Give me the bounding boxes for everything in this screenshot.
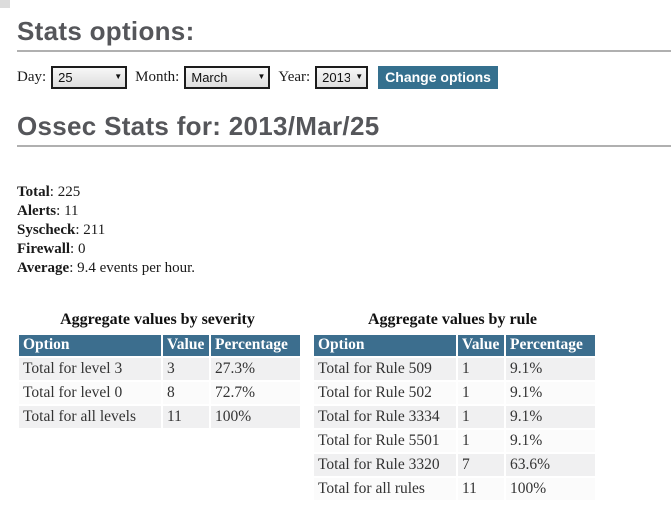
table-cell: 7 bbox=[458, 454, 504, 476]
table-cell: 100% bbox=[211, 406, 300, 428]
table-cell: 11 bbox=[163, 406, 209, 428]
stats-options-heading: Stats options: bbox=[17, 16, 195, 46]
severity-table-block: Aggregate values by severity Option Value… bbox=[17, 311, 300, 502]
day-select-wrap: 25 ▼ bbox=[51, 65, 128, 89]
table-row: Total for Rule 509 1 9.1% bbox=[314, 358, 595, 380]
aggregate-tables: Aggregate values by severity Option Value… bbox=[17, 311, 671, 502]
table-cell: 1 bbox=[458, 358, 504, 380]
summary-label: Total bbox=[17, 184, 50, 200]
severity-table-header-row: Option Value Percentage bbox=[19, 335, 300, 356]
day-label: Day: bbox=[17, 68, 47, 85]
column-header: Option bbox=[19, 335, 161, 356]
table-cell: 9.1% bbox=[506, 358, 595, 380]
table-cell: 9.1% bbox=[506, 406, 595, 428]
summary-value: : 9.4 events per hour. bbox=[69, 260, 196, 276]
summary-line: Firewall: 0 bbox=[17, 240, 671, 259]
summary-value: : 0 bbox=[70, 241, 86, 257]
day-select[interactable]: 25 bbox=[51, 65, 128, 89]
table-cell: Total for Rule 3334 bbox=[314, 406, 456, 428]
change-options-button[interactable]: Change options bbox=[378, 65, 498, 89]
summary-label: Average bbox=[17, 260, 70, 276]
month-select[interactable]: March bbox=[184, 65, 271, 89]
table-cell: Total for level 0 bbox=[19, 382, 161, 404]
summary-label: Alerts bbox=[17, 203, 57, 219]
year-select-wrap: 2013 ▼ bbox=[315, 65, 369, 89]
summary-line: Alerts: 11 bbox=[17, 202, 671, 221]
table-cell: 3 bbox=[163, 358, 209, 380]
page: Stats options: Day: 25 ▼ Month: March ▼ … bbox=[17, 16, 671, 502]
rule-table-header-row: Option Value Percentage bbox=[314, 335, 595, 356]
table-cell: 1 bbox=[458, 406, 504, 428]
date-options-form: Day: 25 ▼ Month: March ▼ Year: 2013 ▼ Ch… bbox=[17, 65, 671, 89]
summary-line: Syscheck: 211 bbox=[17, 221, 671, 240]
column-header: Value bbox=[163, 335, 209, 356]
summary-line: Average: 9.4 events per hour. bbox=[17, 259, 671, 278]
table-cell: 9.1% bbox=[506, 382, 595, 404]
summary-value: : 211 bbox=[75, 222, 106, 238]
table-cell: 72.7% bbox=[211, 382, 300, 404]
heading-divider bbox=[17, 145, 671, 147]
table-row: Total for level 0 8 72.7% bbox=[19, 382, 300, 404]
summary-line: Total: 225 bbox=[17, 183, 671, 202]
year-select[interactable]: 2013 bbox=[315, 65, 369, 89]
ossec-stats-heading: Ossec Stats for: 2013/Mar/25 bbox=[17, 111, 380, 141]
severity-table-title: Aggregate values by severity bbox=[60, 311, 255, 328]
table-cell: 27.3% bbox=[211, 358, 300, 380]
table-cell: Total for Rule 509 bbox=[314, 358, 456, 380]
stats-summary: Total: 225 Alerts: 11 Syscheck: 211 Firewal… bbox=[17, 183, 671, 278]
rule-table: Option Value Percentage Total for Rule 509… bbox=[312, 333, 597, 502]
summary-value: : 225 bbox=[49, 184, 81, 200]
summary-label: Firewall bbox=[17, 241, 71, 257]
heading-divider bbox=[17, 50, 671, 52]
table-cell: 100% bbox=[506, 478, 595, 500]
table-row: Total for level 3 3 27.3% bbox=[19, 358, 300, 380]
table-row: Total for Rule 502 1 9.1% bbox=[314, 382, 595, 404]
corner-artifact bbox=[0, 0, 10, 8]
column-header: Value bbox=[458, 335, 504, 356]
column-header: Option bbox=[314, 335, 456, 356]
table-cell: 9.1% bbox=[506, 430, 595, 452]
table-row: Total for Rule 3334 1 9.1% bbox=[314, 406, 595, 428]
column-header: Percentage bbox=[506, 335, 595, 356]
table-cell: Total for level 3 bbox=[19, 358, 161, 380]
rule-table-block: Aggregate values by rule Option Value Perc… bbox=[312, 311, 595, 502]
summary-value: : 11 bbox=[56, 203, 79, 219]
month-label: Month: bbox=[135, 68, 180, 85]
table-cell: 1 bbox=[458, 382, 504, 404]
table-cell: 11 bbox=[458, 478, 504, 500]
table-row: Total for Rule 3320 7 63.6% bbox=[314, 454, 595, 476]
table-row: Total for Rule 5501 1 9.1% bbox=[314, 430, 595, 452]
rule-table-title: Aggregate values by rule bbox=[367, 311, 537, 328]
table-cell: Total for all levels bbox=[19, 406, 161, 428]
year-label: Year: bbox=[278, 68, 311, 85]
table-cell: 63.6% bbox=[506, 454, 595, 476]
table-cell: Total for Rule 3320 bbox=[314, 454, 456, 476]
table-row: Total for all levels 11 100% bbox=[19, 406, 300, 428]
table-cell: 8 bbox=[163, 382, 209, 404]
month-select-wrap: March ▼ bbox=[184, 65, 271, 89]
table-cell: Total for all rules bbox=[314, 478, 456, 500]
table-cell: Total for Rule 502 bbox=[314, 382, 456, 404]
table-cell: 1 bbox=[458, 430, 504, 452]
summary-label: Syscheck bbox=[17, 222, 76, 238]
table-row: Total for all rules 11 100% bbox=[314, 478, 595, 500]
column-header: Percentage bbox=[211, 335, 300, 356]
table-cell: Total for Rule 5501 bbox=[314, 430, 456, 452]
